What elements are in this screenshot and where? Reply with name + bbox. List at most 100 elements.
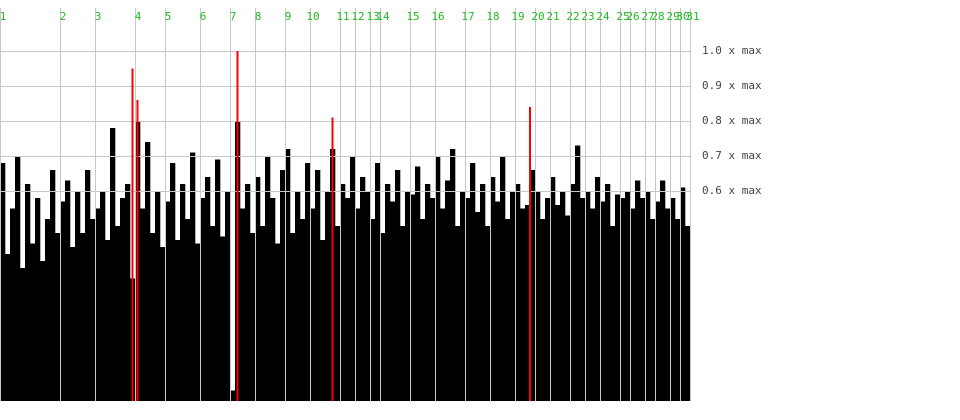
bar [125, 184, 131, 401]
bar [215, 159, 221, 401]
x-tick-label: 5 [165, 10, 172, 23]
bar [640, 198, 646, 401]
bar [600, 201, 606, 401]
x-tick-label: 13 [366, 10, 379, 23]
bar [150, 233, 156, 401]
x-tick-label: 15 [406, 10, 419, 23]
y-tick-label: 1.0 x max [702, 44, 762, 57]
bar [445, 180, 451, 401]
bar [415, 166, 421, 401]
bar [475, 212, 481, 401]
bar [15, 156, 21, 401]
bar [650, 219, 656, 401]
bar [170, 163, 176, 401]
bar [540, 219, 546, 401]
x-tick-label: 17 [461, 10, 474, 23]
bar [155, 191, 161, 401]
bar [615, 194, 621, 401]
bar [505, 219, 511, 401]
bar [590, 208, 596, 401]
bar [495, 201, 501, 401]
bar [525, 205, 531, 401]
y-tick-label: 0.9 x max [702, 79, 762, 92]
x-tick-label: 27 [641, 10, 654, 23]
bar [115, 226, 121, 401]
bar [190, 152, 196, 401]
x-tick-label: 14 [376, 10, 390, 23]
bar [165, 201, 171, 401]
bar [205, 177, 211, 401]
bar [250, 233, 256, 401]
bar [315, 170, 321, 401]
x-tick-label: 31 [686, 10, 699, 23]
bar [110, 128, 116, 401]
x-tick-label: 24 [596, 10, 610, 23]
bar [305, 163, 311, 401]
bar [680, 187, 686, 401]
x-tick-label: 1 [0, 10, 6, 23]
bar [335, 226, 341, 401]
x-tick-label: 30 [676, 10, 689, 23]
bar [430, 198, 436, 401]
bar [20, 268, 26, 401]
bar [360, 177, 366, 401]
bar [620, 198, 626, 401]
bar [255, 177, 261, 401]
bar [345, 198, 351, 401]
bar [665, 208, 671, 401]
bar [485, 226, 491, 401]
bar [470, 163, 476, 401]
x-tick-label: 19 [511, 10, 524, 23]
bar [400, 226, 406, 401]
x-tick-label: 2 [60, 10, 67, 23]
bar [145, 142, 151, 401]
x-tick-label: 4 [135, 10, 142, 23]
bar [95, 208, 101, 401]
x-tick-label: 21 [546, 10, 559, 23]
bar [660, 180, 666, 401]
x-tick-label: 18 [486, 10, 499, 23]
bar [245, 184, 251, 401]
x-tick-label: 23 [581, 10, 594, 23]
bar [285, 149, 291, 401]
x-tick-label: 9 [285, 10, 292, 23]
bar [465, 198, 471, 401]
bar [30, 243, 36, 401]
bar [605, 184, 611, 401]
bar [85, 170, 91, 401]
bar [350, 156, 356, 401]
bar [290, 233, 296, 401]
x-tick-label: 6 [200, 10, 207, 23]
y-tick-label: 0.6 x max [702, 184, 762, 197]
bar [635, 180, 641, 401]
bar [45, 219, 51, 401]
bar [570, 184, 576, 401]
bar [260, 226, 266, 401]
bar [500, 156, 506, 401]
bar [535, 191, 541, 401]
bar [370, 219, 376, 401]
bar [390, 201, 396, 401]
bar [60, 201, 66, 401]
bar [530, 170, 536, 401]
bar [270, 198, 276, 401]
bar [10, 208, 16, 401]
bar [210, 226, 216, 401]
bar [625, 191, 631, 401]
bar [35, 198, 41, 401]
x-tick-label: 22 [566, 10, 579, 23]
bar [545, 198, 551, 401]
x-tick-label: 20 [531, 10, 544, 23]
bar [185, 219, 191, 401]
bar [395, 170, 401, 401]
y-tick-label: 0.8 x max [702, 114, 762, 127]
x-tick-label: 10 [306, 10, 319, 23]
x-tick-label: 11 [336, 10, 349, 23]
x-tick-label: 26 [626, 10, 639, 23]
bar [365, 191, 371, 401]
bar [340, 184, 346, 401]
bar [300, 219, 306, 401]
bar [645, 191, 651, 401]
bar [565, 215, 571, 401]
bar [175, 240, 181, 401]
